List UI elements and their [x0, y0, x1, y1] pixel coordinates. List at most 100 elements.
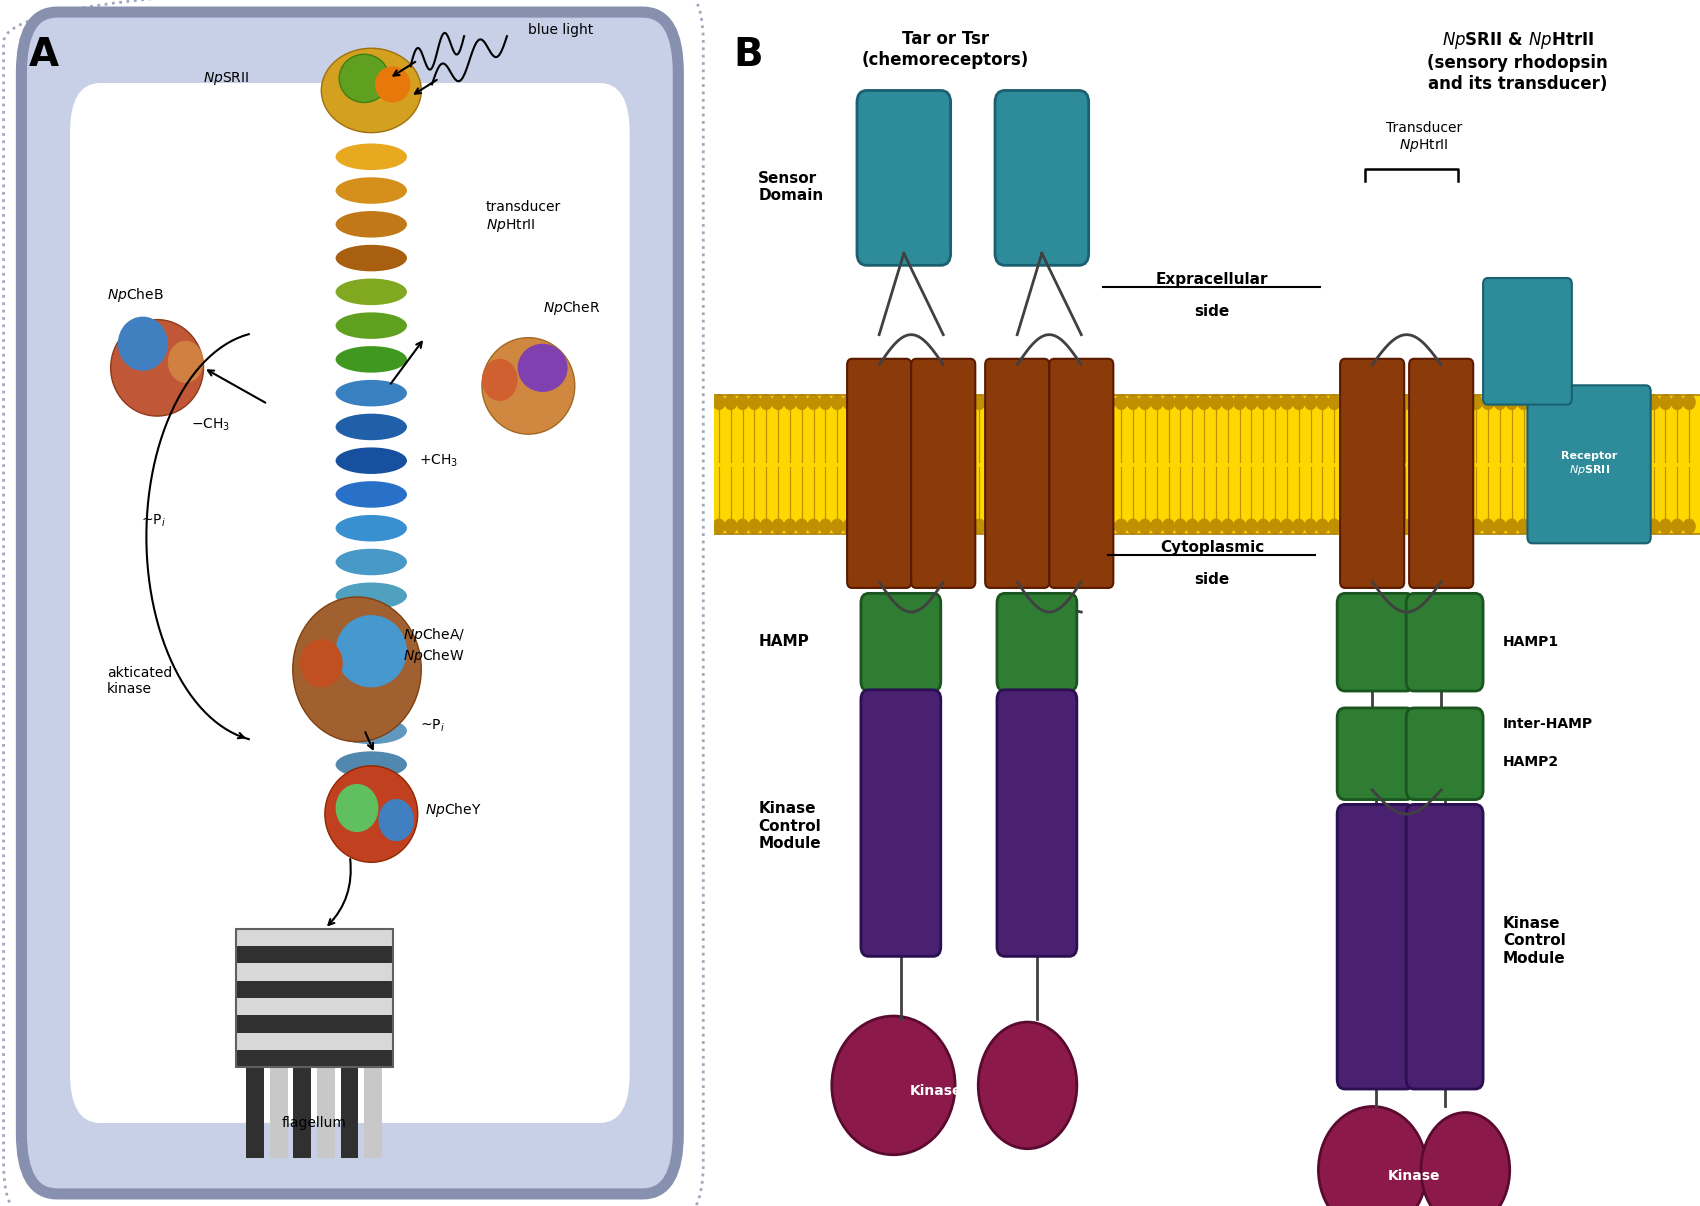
Circle shape	[867, 519, 879, 533]
Circle shape	[974, 519, 986, 533]
Circle shape	[1352, 396, 1363, 410]
Circle shape	[1175, 519, 1187, 533]
Ellipse shape	[335, 346, 406, 373]
Circle shape	[748, 519, 760, 533]
Circle shape	[1566, 396, 1576, 410]
Bar	[294, 1067, 311, 1158]
Circle shape	[1115, 396, 1127, 410]
Ellipse shape	[335, 414, 406, 440]
Ellipse shape	[831, 1015, 955, 1155]
Circle shape	[1292, 519, 1304, 533]
Ellipse shape	[481, 359, 517, 400]
Circle shape	[950, 396, 962, 410]
Circle shape	[1399, 519, 1411, 533]
Circle shape	[1056, 519, 1068, 533]
Text: Inter-HAMP: Inter-HAMP	[1503, 716, 1593, 731]
Ellipse shape	[335, 718, 406, 744]
Text: Cytoplasmic: Cytoplasmic	[1159, 540, 1265, 555]
Circle shape	[1612, 519, 1624, 533]
FancyBboxPatch shape	[71, 84, 629, 1122]
Circle shape	[796, 519, 807, 533]
FancyBboxPatch shape	[1338, 593, 1414, 691]
Circle shape	[903, 519, 915, 533]
Circle shape	[1447, 396, 1459, 410]
Bar	[236, 1050, 393, 1067]
Text: $\it{Np}$CheY: $\it{Np}$CheY	[425, 802, 481, 819]
FancyBboxPatch shape	[847, 359, 911, 589]
FancyBboxPatch shape	[1409, 359, 1474, 589]
Circle shape	[891, 396, 903, 410]
Circle shape	[1494, 519, 1506, 533]
Text: ~P$_i$: ~P$_i$	[141, 513, 167, 529]
Text: Sensor
Domain: Sensor Domain	[758, 171, 823, 203]
Ellipse shape	[335, 177, 406, 204]
Ellipse shape	[335, 515, 406, 541]
Circle shape	[1151, 519, 1163, 533]
Circle shape	[1080, 396, 1091, 410]
Circle shape	[1292, 396, 1304, 410]
Circle shape	[1304, 396, 1316, 410]
Circle shape	[772, 519, 784, 533]
Circle shape	[1671, 396, 1683, 410]
Bar	[236, 980, 393, 999]
Circle shape	[1435, 396, 1447, 410]
Circle shape	[1222, 519, 1234, 533]
Ellipse shape	[335, 784, 379, 832]
Circle shape	[1328, 396, 1340, 410]
Circle shape	[736, 519, 748, 533]
Circle shape	[1020, 396, 1032, 410]
Bar	[270, 1067, 287, 1158]
Circle shape	[1258, 519, 1270, 533]
Circle shape	[1151, 396, 1163, 410]
Circle shape	[1554, 396, 1566, 410]
Circle shape	[1115, 519, 1127, 533]
FancyBboxPatch shape	[22, 12, 678, 1194]
Text: Transducer
$\it{Np}$HtrII: Transducer $\it{Np}$HtrII	[1386, 121, 1462, 154]
Circle shape	[712, 519, 724, 533]
Circle shape	[903, 396, 915, 410]
Ellipse shape	[483, 338, 575, 434]
FancyBboxPatch shape	[996, 593, 1076, 691]
Circle shape	[1270, 519, 1282, 533]
Circle shape	[915, 396, 926, 410]
Circle shape	[1127, 396, 1139, 410]
Ellipse shape	[168, 340, 204, 384]
Text: A: A	[29, 36, 60, 75]
Ellipse shape	[299, 639, 343, 687]
Text: $\it{Np}$CheA/
$\it{Np}$CheW: $\it{Np}$CheA/ $\it{Np}$CheW	[403, 626, 466, 665]
Text: $\it{Np}$SRII & $\it{Np}$HtrII
(sensory rhodopsin
and its transducer): $\it{Np}$SRII & $\it{Np}$HtrII (sensory …	[1428, 30, 1608, 93]
Circle shape	[748, 396, 760, 410]
Ellipse shape	[335, 245, 406, 271]
Circle shape	[1411, 519, 1423, 533]
Circle shape	[879, 396, 891, 410]
Circle shape	[1163, 396, 1175, 410]
Circle shape	[1198, 519, 1210, 533]
Circle shape	[1387, 396, 1399, 410]
Circle shape	[1363, 519, 1375, 533]
Circle shape	[1459, 519, 1470, 533]
FancyBboxPatch shape	[1527, 386, 1651, 543]
Ellipse shape	[379, 798, 415, 842]
Circle shape	[1246, 519, 1258, 533]
Circle shape	[843, 519, 855, 533]
Circle shape	[1470, 396, 1482, 410]
Bar	[340, 1067, 359, 1158]
Circle shape	[1600, 519, 1612, 533]
Circle shape	[1459, 396, 1470, 410]
Ellipse shape	[335, 616, 406, 643]
Circle shape	[1387, 519, 1399, 533]
Text: $\it{Np}$CheB: $\it{Np}$CheB	[107, 287, 163, 304]
Circle shape	[1588, 519, 1600, 533]
Circle shape	[1647, 519, 1659, 533]
Text: flagellum: flagellum	[282, 1116, 347, 1130]
Circle shape	[760, 519, 772, 533]
Circle shape	[1222, 396, 1234, 410]
Circle shape	[1316, 396, 1328, 410]
Text: Kinase: Kinase	[910, 1084, 962, 1099]
Circle shape	[1127, 519, 1139, 533]
Circle shape	[1375, 396, 1387, 410]
Circle shape	[1080, 519, 1091, 533]
Ellipse shape	[117, 316, 168, 371]
Bar	[236, 946, 393, 964]
Text: side: side	[1195, 304, 1229, 318]
